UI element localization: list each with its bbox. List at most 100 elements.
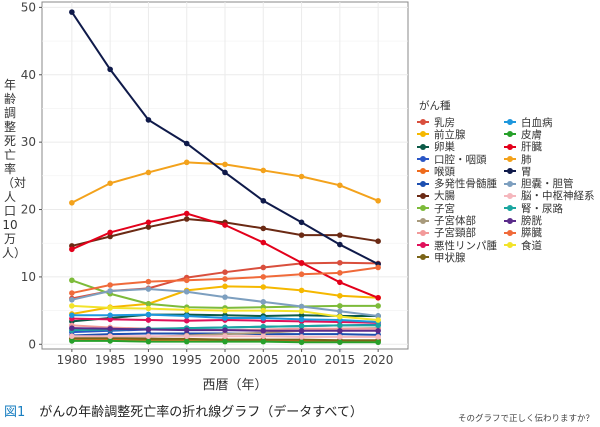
legend-item: 膵臓	[503, 227, 595, 239]
data-point	[69, 312, 75, 319]
data-point	[260, 323, 267, 330]
data-point	[260, 315, 267, 321]
y-axis-title: 年齢調整死亡率（対人口10万人）	[2, 78, 27, 260]
legend-label: 子宮	[434, 202, 455, 215]
x-tick-label: 1995	[171, 353, 202, 367]
data-point	[337, 328, 343, 334]
legend-label: 脳・中枢神経系	[521, 190, 595, 203]
data-point	[337, 339, 343, 346]
data-point	[375, 334, 381, 340]
data-point	[222, 222, 228, 228]
figure-label: 図1	[4, 405, 26, 420]
series-胃	[69, 9, 381, 267]
legend-item: 皮膚	[503, 128, 595, 141]
figure-title: がんの年齢調整死亡率の折れ線グラフ（データすべて）	[39, 405, 363, 420]
legend-label: 肝臓	[521, 141, 542, 154]
data-point	[337, 313, 343, 320]
y-tick-labels: 0 10 20 30 40 50	[21, 0, 36, 351]
data-point	[107, 233, 113, 240]
legend-item: 前立腺	[416, 128, 497, 141]
data-point	[337, 308, 343, 315]
data-point	[222, 161, 228, 168]
data-point	[375, 303, 381, 309]
legend-item: 腎・尿路	[503, 202, 595, 215]
data-point	[69, 333, 75, 339]
x-tick-label: 1985	[95, 353, 126, 367]
data-point	[260, 239, 267, 246]
series-lines	[69, 9, 381, 346]
data-point	[222, 333, 228, 339]
data-point	[260, 264, 267, 271]
data-point	[337, 259, 343, 266]
data-point	[375, 238, 381, 244]
x-tick-label: 2005	[248, 353, 279, 367]
data-point	[222, 307, 228, 314]
legend-swatch	[416, 203, 430, 213]
legend-item: 子宮体部	[416, 214, 497, 228]
legend-item: 肺	[503, 153, 595, 166]
data-point	[183, 277, 190, 284]
data-point	[69, 277, 75, 284]
data-point	[260, 197, 267, 204]
series-肺	[69, 159, 381, 206]
legend-label: 子宮体部	[434, 215, 476, 228]
data-point	[222, 276, 228, 282]
legend-label: 膵臓	[521, 227, 542, 240]
data-point	[298, 287, 305, 294]
y-tick-label: 20	[21, 203, 36, 217]
data-point	[145, 305, 152, 312]
data-point	[337, 292, 343, 299]
legend-label: 皮膚	[521, 128, 542, 141]
legend-swatch	[416, 240, 430, 250]
data-point	[298, 312, 305, 319]
data-point	[298, 303, 305, 310]
legend-swatch	[416, 252, 430, 262]
legend-swatch	[416, 179, 430, 189]
data-point	[145, 338, 152, 345]
data-point	[375, 313, 381, 319]
legend-item: 甲状腺	[416, 251, 497, 264]
series-胆嚢・胆管	[69, 286, 381, 319]
data-point	[298, 259, 305, 266]
x-tick-label: 2010	[286, 353, 317, 367]
data-point	[222, 338, 228, 345]
x-tick-label: 2015	[325, 353, 356, 367]
x-tick-labels: 1980 1985 1990 1995 2000 2005 2010 2015 2020	[57, 353, 394, 367]
data-point	[69, 297, 75, 303]
data-point	[107, 282, 113, 288]
legend-swatch	[416, 154, 430, 164]
data-point	[69, 338, 75, 344]
legend-label: 甲状腺	[434, 251, 466, 264]
data-point	[260, 338, 267, 345]
data-point	[107, 325, 113, 332]
data-point	[145, 286, 152, 292]
data-point	[222, 169, 228, 176]
data-point	[260, 167, 267, 174]
data-point	[145, 224, 152, 230]
x-tick-label: 2020	[363, 353, 394, 367]
data-point	[298, 316, 305, 323]
legend-label: 腎・尿路	[521, 202, 563, 215]
y-tick-label: 10	[21, 270, 36, 284]
data-point	[337, 334, 343, 340]
legend-column: 白血病 皮膚 肝臓肺胃胆嚢・胆管 脳・中枢神経系 腎・尿路 膀胱 膵臓 食道	[503, 116, 595, 264]
series-膵臓	[69, 264, 381, 296]
figure-caption: 図1 がんの年齢調整死亡率の折れ線グラフ（データすべて）	[4, 401, 363, 420]
legend-swatch	[416, 117, 430, 127]
data-point	[298, 219, 305, 226]
data-point	[69, 303, 75, 309]
data-point	[337, 303, 343, 309]
legend-item: 胆嚢・胆管	[503, 177, 595, 190]
data-point	[107, 338, 113, 344]
data-point	[145, 169, 152, 176]
legend-item: 卵巣	[416, 141, 497, 153]
legend-swatch	[416, 191, 430, 201]
data-point	[260, 328, 267, 334]
legend-swatch	[416, 216, 430, 226]
data-point	[298, 271, 305, 278]
data-point	[298, 323, 305, 329]
data-point	[145, 326, 152, 333]
legend: がん種 乳房 前立腺 卵巣 口腔・咽頭 喉頭 多発性骨髄腫 大腸 子宮 子宮体部 子宮頸部 悪性リン…	[416, 98, 595, 264]
series-肝臓	[69, 210, 381, 301]
data-point	[69, 9, 75, 15]
